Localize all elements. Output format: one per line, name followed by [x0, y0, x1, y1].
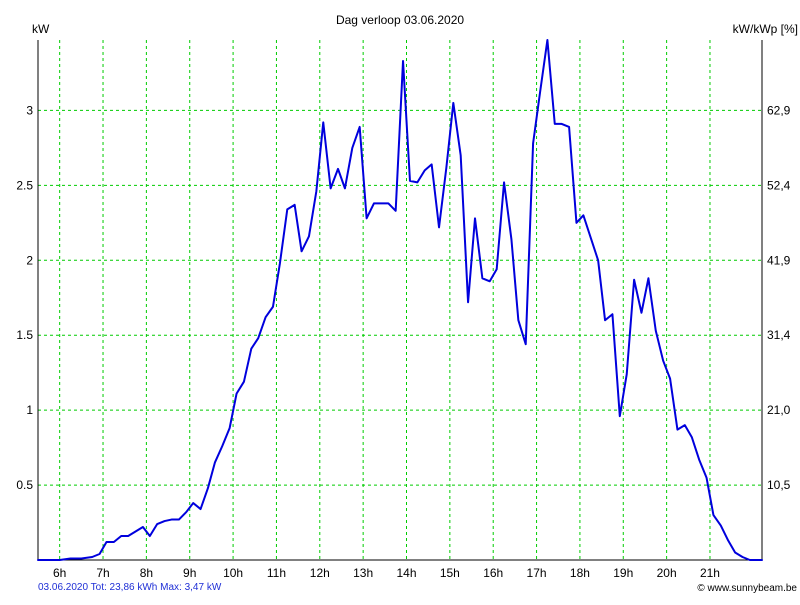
x-tick-label: 20h [657, 566, 677, 580]
website-credit: © www.sunnybeam.be [697, 583, 797, 594]
y-tick-label: 3 [26, 103, 33, 117]
x-tick-label: 13h [353, 566, 373, 580]
left-axis-unit: kW [32, 22, 50, 36]
y2-tick-label: 31,4 [767, 328, 791, 342]
x-tick-label: 11h [267, 566, 286, 580]
chart-title: Dag verloop 03.06.2020 [336, 13, 464, 27]
y2-tick-label: 41,9 [767, 253, 791, 267]
x-tick-label: 7h [96, 566, 109, 580]
x-tick-label: 17h [527, 566, 547, 580]
axes [37, 40, 763, 561]
y2-tick-label: 52,4 [767, 178, 791, 192]
x-tick-label: 10h [223, 566, 243, 580]
y-tick-label: 1.5 [16, 328, 33, 342]
x-tick-label: 16h [483, 566, 503, 580]
daily-summary: 03.06.2020 Tot: 23,86 kWh Max: 3,47 kW [38, 582, 222, 593]
y2-tick-label: 21,0 [767, 403, 791, 417]
series-layer [37, 39, 763, 561]
right-axis-unit: kW/kWp [%] [733, 22, 798, 36]
x-tick-label: 21h [700, 566, 720, 580]
y-tick-label: 2 [26, 253, 33, 267]
power-series-line [37, 39, 763, 561]
x-tick-label: 15h [440, 566, 460, 580]
x-tick-label: 18h [570, 566, 590, 580]
y-tick-label: 2.5 [16, 178, 33, 192]
x-tick-label: 19h [613, 566, 633, 580]
x-tick-label: 14h [396, 566, 416, 580]
y-tick-label: 1 [26, 403, 33, 417]
x-tick-label: 12h [310, 566, 330, 580]
y2-tick-label: 62,9 [767, 103, 791, 117]
x-tick-label: 8h [140, 566, 153, 580]
grid-lines [38, 40, 762, 560]
x-tick-label: 6h [53, 566, 66, 580]
y2-tick-label: 10,5 [767, 478, 791, 492]
tick-labels: 6h 7h 8h 9h 10h 11h 12h 13h 14h 15h 16h 17h 18h 19h 20… [16, 103, 790, 580]
x-tick-label: 9h [183, 566, 196, 580]
y-tick-label: 0.5 [16, 478, 33, 492]
